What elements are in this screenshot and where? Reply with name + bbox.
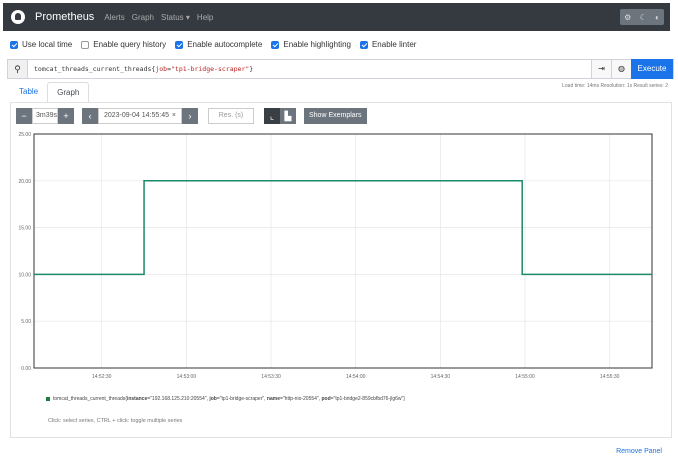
navbar: Prometheus Alerts Graph Status ▾ Help ⚙ ☾… — [3, 3, 670, 31]
query-stats: Load time: 14ms Resolution: 1s Result se… — [562, 83, 668, 89]
increase-range-button[interactable]: + — [58, 108, 74, 124]
moon-icon[interactable]: ☾ — [639, 12, 647, 22]
x-tick-label: 14:54:30 — [431, 374, 451, 380]
checkbox[interactable] — [81, 40, 90, 49]
contrast-icon[interactable]: ◐ — [655, 12, 660, 22]
show-exemplars-button[interactable]: Show Exemplars — [304, 108, 367, 124]
line-chart-icon[interactable]: ⌞ — [264, 108, 280, 124]
x-tick-label: 14:53:30 — [261, 374, 281, 380]
metrics-explorer-icon[interactable]: ⇥ — [591, 60, 611, 78]
nav-help[interactable]: Help — [196, 12, 214, 22]
decrease-range-button[interactable]: − — [16, 108, 32, 124]
range-input[interactable]: 3m39s — [32, 108, 58, 124]
globe-icon[interactable]: ◍ — [611, 60, 631, 78]
brand[interactable]: Prometheus — [35, 11, 95, 23]
search-icon: ⚲ — [8, 60, 28, 78]
option-label: Enable query history — [93, 40, 167, 49]
tabs: Table Graph — [10, 82, 90, 103]
option-use-local-time[interactable]: Use local time — [10, 40, 72, 49]
graph-panel: − 3m39s + ‹ 2023-09-04 14:55:45 × › Res. … — [10, 102, 672, 438]
y-tick-label: 15.00 — [18, 226, 31, 232]
query-input[interactable]: tomcat_threads_current_threads{job="tp1-… — [34, 65, 254, 73]
y-tick-label: 0.00 — [21, 366, 31, 372]
checkbox[interactable] — [10, 40, 18, 49]
previous-time-button[interactable]: ‹ — [82, 108, 98, 124]
checkbox[interactable] — [359, 40, 368, 49]
stacked-chart-icon[interactable]: ▙ — [280, 108, 296, 124]
series-line — [34, 180, 652, 276]
series-swatch — [46, 397, 50, 401]
option-autocomplete[interactable]: Enable autocomplete — [175, 40, 262, 49]
option-label: Enable linter — [371, 40, 417, 49]
y-tick-label: 25.00 — [18, 132, 31, 138]
x-tick-label: 14:52:30 — [92, 374, 112, 380]
y-tick-label: 5.00 — [21, 319, 31, 325]
resolution-input[interactable]: Res. (s) — [208, 108, 254, 124]
checkbox[interactable] — [175, 40, 184, 49]
gear-icon[interactable]: ⚙ — [624, 12, 632, 22]
y-tick-label: 10.00 — [18, 272, 31, 278]
query-bar: ⚲ tomcat_threads_current_threads{job="tp… — [7, 59, 674, 79]
next-time-button[interactable]: › — [182, 108, 198, 124]
option-highlighting[interactable]: Enable highlighting — [271, 40, 351, 49]
y-tick-label: 20.00 — [18, 179, 31, 185]
execute-button[interactable]: Execute — [631, 59, 673, 79]
plot-frame — [33, 133, 653, 369]
tab-graph[interactable]: Graph — [47, 82, 90, 103]
end-time-input[interactable]: 2023-09-04 14:55:45 × — [98, 108, 182, 124]
option-label: Enable autocomplete — [187, 40, 263, 49]
option-label: Enable highlighting — [283, 40, 351, 49]
remove-panel-link[interactable]: Remove Panel — [616, 448, 662, 455]
tab-table[interactable]: Table — [19, 87, 39, 96]
option-linter[interactable]: Enable linter — [359, 40, 417, 49]
x-tick-label: 14:55:00 — [515, 374, 535, 380]
x-tick-label: 14:54:00 — [346, 374, 366, 380]
nav-graph[interactable]: Graph — [131, 12, 154, 22]
nav-status[interactable]: Status ▾ — [161, 12, 190, 22]
graph-chart[interactable]: 0.00 5.00 10.00 15.00 20.00 25.00 14:52:30 14:5… — [11, 125, 671, 385]
prometheus-logo-icon[interactable] — [11, 10, 25, 24]
legend-item[interactable]: tomcat_threads_current_threads{instance=… — [46, 396, 405, 402]
checkbox[interactable] — [271, 40, 280, 49]
option-label: Use local time — [22, 40, 73, 49]
legend-hint: Click: select series, CTRL + click: togg… — [48, 418, 183, 424]
option-query-history[interactable]: Enable query history — [81, 40, 166, 49]
x-tick-label: 14:53:00 — [177, 374, 197, 380]
series-label: tomcat_threads_current_threads{instance=… — [53, 396, 405, 402]
graph-controls: − 3m39s + ‹ 2023-09-04 14:55:45 × › Res. … — [16, 108, 367, 124]
theme-toggle: ⚙ ☾ ◐ — [620, 9, 664, 25]
nav-alerts[interactable]: Alerts — [104, 12, 125, 22]
x-tick-label: 14:55:30 — [600, 374, 620, 380]
end-time-value: 2023-09-04 14:55:45 — [104, 112, 169, 119]
options-bar: Use local time Enable query history Enab… — [10, 40, 416, 49]
clear-icon[interactable]: × — [171, 112, 176, 119]
